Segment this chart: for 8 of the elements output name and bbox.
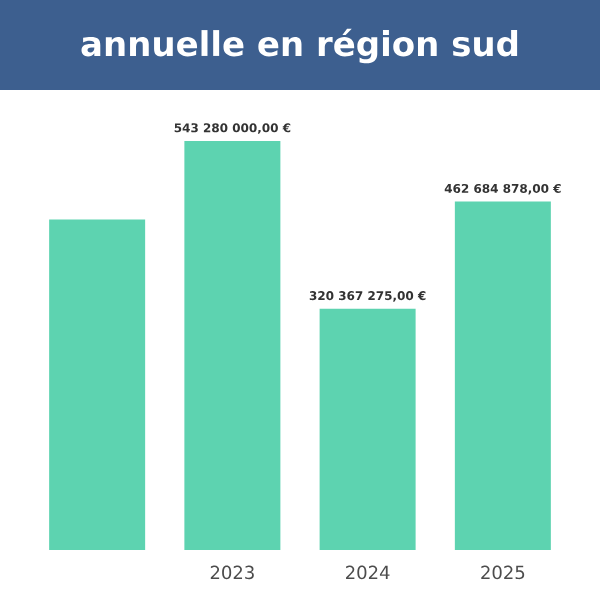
chart-title: annuelle en région sud: [81, 28, 518, 64]
bar: [49, 219, 146, 551]
bar: [184, 140, 281, 551]
x-tick-label: 2024: [346, 565, 390, 580]
x-tick-label: 2025: [481, 565, 525, 580]
x-tick-label: 2023: [210, 565, 254, 580]
bar: [454, 201, 551, 551]
bar: [319, 308, 416, 551]
